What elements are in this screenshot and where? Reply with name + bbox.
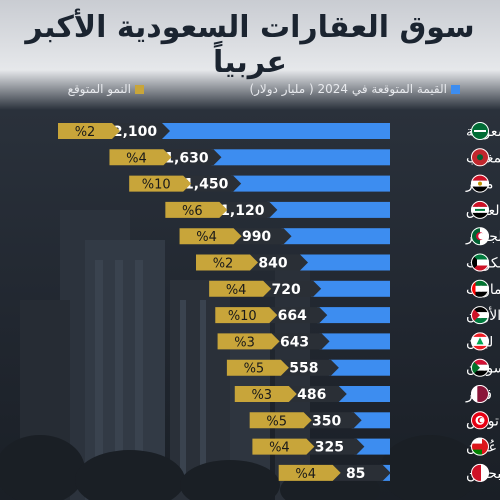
- flag-sd-icon: [471, 358, 489, 377]
- page-title: سوق العقارات السعودية الأكبر عربياً: [25, 10, 475, 80]
- value-label: 486: [297, 387, 326, 403]
- flag-kw-icon: [471, 253, 489, 272]
- legend-value-swatch: [451, 85, 460, 94]
- bar: [231, 175, 390, 192]
- value-label: 643: [280, 334, 309, 350]
- growth-tag: [249, 412, 312, 429]
- legend-growth: النمو المتوقع: [68, 82, 144, 96]
- growth-label: %10: [142, 178, 171, 193]
- flag-jo-icon: [471, 306, 489, 325]
- growth-label: %10: [228, 309, 257, 324]
- growth-label: %4: [295, 467, 316, 482]
- growth-tag: [252, 438, 315, 455]
- flag-ma-icon: [471, 148, 489, 167]
- bar: [351, 412, 390, 429]
- growth-tag: [215, 307, 278, 324]
- growth-label: %5: [266, 414, 287, 429]
- value-label: 325: [315, 440, 344, 456]
- bar: [281, 228, 390, 245]
- bar: [311, 280, 390, 297]
- flag-qa-icon: [471, 385, 489, 403]
- bar: [354, 438, 390, 455]
- bar: [211, 149, 390, 166]
- growth-label: %3: [251, 388, 272, 403]
- value-tag: [328, 464, 391, 481]
- bar: [328, 359, 390, 376]
- value-tag: [265, 307, 328, 324]
- growth-label: %6: [182, 204, 203, 219]
- flag-lb-icon: [471, 332, 489, 351]
- value-label: 85: [346, 466, 365, 482]
- value-tag: [246, 254, 308, 271]
- bar: [298, 254, 390, 271]
- bar: [160, 123, 390, 139]
- growth-tag: [196, 254, 258, 271]
- legend-value-label: القيمة المتوقعة في 2024 ( مليار دولار): [249, 82, 447, 96]
- value-tag: [159, 149, 222, 166]
- value-tag: [179, 175, 242, 192]
- legend-value: القيمة المتوقعة في 2024 ( مليار دولار): [249, 82, 460, 96]
- growth-tag: [58, 123, 120, 139]
- growth-label: %4: [269, 441, 290, 456]
- value-tag: [284, 386, 347, 402]
- legend-growth-swatch: [135, 85, 144, 94]
- value-label: 840: [258, 256, 287, 272]
- flag-sa-icon: [471, 122, 489, 140]
- flag-eg-icon: [471, 174, 489, 193]
- value-tag: [267, 333, 330, 350]
- value-label: 350: [312, 413, 341, 429]
- value-label: 720: [272, 282, 301, 298]
- value-tag: [108, 123, 170, 139]
- bar: [319, 333, 390, 350]
- growth-tag: [278, 464, 341, 481]
- growth-tag: [165, 201, 228, 218]
- growth-tag: [217, 333, 280, 350]
- value-tag: [259, 280, 322, 297]
- flag-iq-icon: [471, 200, 489, 219]
- flag-dz-icon: [471, 227, 489, 246]
- flag-bh-icon: [471, 463, 489, 482]
- growth-label: %5: [244, 362, 265, 377]
- value-tag: [299, 412, 362, 429]
- value-tag: [215, 201, 278, 218]
- growth-label: %3: [234, 335, 255, 350]
- growth-tag: [226, 359, 289, 376]
- bar: [317, 307, 390, 324]
- value-label: 1,450: [184, 177, 229, 193]
- legend-growth-label: النمو المتوقع: [67, 82, 131, 96]
- flag-tn-icon: [471, 411, 489, 430]
- value-label: 1,630: [164, 150, 209, 166]
- value-label: 1,120: [220, 203, 265, 219]
- growth-tag: [129, 175, 192, 192]
- bar: [336, 386, 390, 402]
- value-label: 664: [278, 308, 307, 324]
- growth-label: %4: [126, 151, 147, 166]
- value-tag: [302, 438, 365, 455]
- growth-label: %2: [75, 125, 96, 140]
- flag-om-icon: [471, 437, 489, 456]
- value-tag: [229, 228, 292, 245]
- value-label: 558: [289, 361, 318, 377]
- flag-ae-icon: [471, 279, 489, 298]
- value-label: 990: [242, 229, 271, 245]
- growth-label: %2: [213, 257, 234, 272]
- value-tag: [276, 359, 339, 376]
- bar: [267, 201, 390, 218]
- growth-tag: [209, 280, 272, 297]
- growth-tag: [109, 149, 172, 166]
- growth-label: %4: [226, 283, 247, 298]
- value-label: 2,100: [113, 124, 158, 140]
- legend: القيمة المتوقعة في 2024 ( مليار دولار) ا…: [0, 82, 500, 100]
- growth-tag: [179, 228, 242, 245]
- growth-tag: [234, 386, 297, 402]
- growth-label: %4: [196, 230, 217, 245]
